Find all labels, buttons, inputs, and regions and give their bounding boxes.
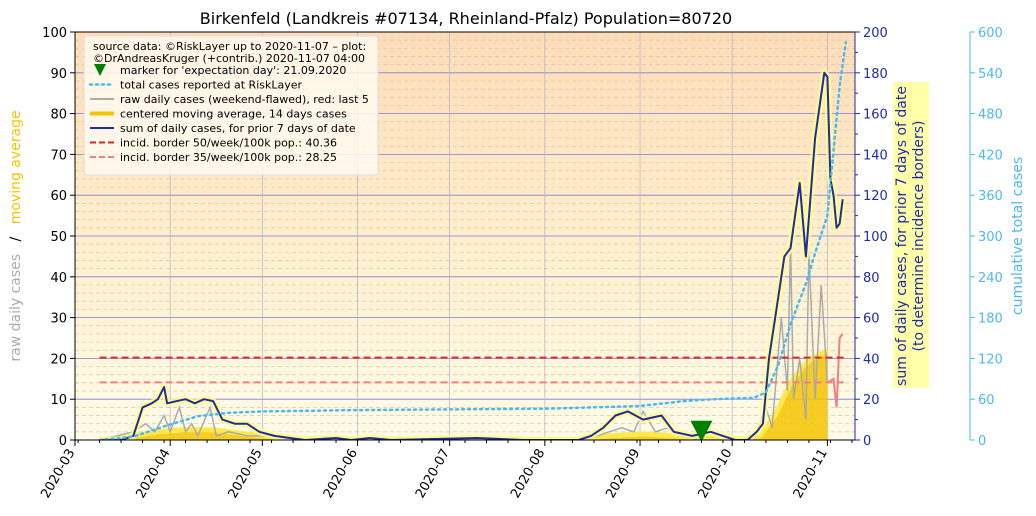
right-axis-tick-label: 40	[863, 352, 880, 367]
left-axis-label-avg: moving average	[8, 110, 24, 224]
right-axis-tick-label: 140	[863, 148, 888, 163]
cumulative-axis-label: cumulative total cases	[1010, 157, 1026, 315]
right-axis-label-line2: (to determine incidence borders)	[911, 121, 927, 352]
legend-box	[83, 35, 379, 176]
right-axis-tick-label: 0	[863, 434, 871, 449]
expectation-day-marker	[690, 420, 713, 440]
right-axis-tick-label: 20	[863, 393, 880, 408]
legend-entry-b50: incid. border 50/week/100k pop.: 40.36	[90, 137, 337, 150]
left-axis-tick-label: 0	[59, 434, 67, 449]
right-axis-label: sum of daily cases, for prior 7 days of …	[894, 86, 927, 386]
legend-marker-icon	[94, 64, 106, 76]
cumulative-axis-tick-label: 300	[978, 230, 1003, 245]
left-axis-tick-label: 50	[50, 230, 67, 245]
left-axis-tick-label: 90	[50, 67, 67, 82]
x-axis-tick-label: 2020-06	[321, 447, 361, 502]
chart-title: Birkenfeld (Landkreis #07134, Rheinland-…	[200, 9, 732, 28]
series-layer	[98, 40, 848, 440]
legend-label: incid. border 50/week/100k pop.: 40.36	[120, 137, 337, 150]
legend-entry-avg: centered moving average, 14 days cases	[90, 108, 347, 121]
cumulative-axis-tick-label: 240	[978, 271, 1003, 286]
cumulative-axis-tick-label: 480	[978, 108, 1003, 123]
right-axis-label-highlight	[893, 82, 929, 388]
left-axis-label-raw: raw daily cases	[8, 254, 24, 362]
x-axis-tick-label: 2020-07	[413, 447, 453, 502]
left-axis-label: raw daily cases / moving average	[8, 110, 24, 361]
right-axis-tick-label: 100	[863, 230, 888, 245]
left-axis-tick-label: 20	[50, 352, 67, 367]
total-cases-line	[98, 40, 848, 440]
cumulative-axis-tick-label: 0	[978, 434, 986, 449]
cumulative-axis-tick-label: 360	[978, 189, 1003, 204]
x-axis-tick-label: 2020-10	[695, 447, 735, 502]
left-axis-tick-label: 10	[50, 393, 67, 408]
right-axis-tick-label: 60	[863, 312, 880, 327]
legend-entries: marker for 'expectation day': 21.09.2020…	[88, 64, 369, 164]
legend-source-line2: ©DrAndreasKruger (+contrib.) 2020-11-07 …	[93, 52, 365, 65]
legend-label: incid. border 35/week/100k pop.: 28.25	[120, 151, 337, 164]
legend-entry-total: total cases reported at RiskLayer	[88, 79, 303, 92]
right-axis-label-line1: sum of daily cases, for prior 7 days of …	[894, 86, 910, 386]
legend-entry-marker: marker for 'expectation day': 21.09.2020	[94, 64, 346, 77]
raw-daily-last5-line	[826, 333, 844, 408]
moving-average-line	[99, 348, 829, 440]
cumulative-axis-tick-label: 60	[978, 393, 995, 408]
cumulative-axis-tick-label: 600	[978, 26, 1003, 41]
x-axis-tick-label: 2020-11	[791, 447, 831, 502]
legend-label: centered moving average, 14 days cases	[120, 108, 347, 121]
left-axis-tick-label: 80	[50, 108, 67, 123]
x-axis-tick-label: 2020-08	[508, 447, 548, 502]
svg-text:raw daily cases /: raw daily cases / moving average	[8, 110, 24, 361]
x-axis-tick-label: 2020-03	[38, 447, 78, 502]
left-axis-tick-label: 40	[50, 271, 67, 286]
right-axis-tick-label: 120	[863, 189, 888, 204]
cumulative-axis-tick-label: 180	[978, 312, 1003, 327]
legend-entry-b35: incid. border 35/week/100k pop.: 28.25	[90, 151, 337, 164]
right-axis-tick-label: 180	[863, 67, 888, 82]
legend-label: marker for 'expectation day': 21.09.2020	[120, 64, 346, 77]
legend-label: raw daily cases (weekend-flawed), red: l…	[120, 93, 369, 106]
legend-label: sum of daily cases, for prior 7 days of …	[120, 122, 356, 135]
legend: source data: ©RiskLayer up to 2020-11-07…	[83, 35, 379, 176]
cumulative-axis-tick-label: 540	[978, 67, 1003, 82]
x-axis-tick-label: 2020-05	[226, 447, 266, 502]
legend-source-line1: source data: ©RiskLayer up to 2020-11-07…	[93, 40, 366, 53]
legend-entry-raw: raw daily cases (weekend-flawed), red: l…	[90, 93, 369, 106]
cumulative-axis-tick-label: 420	[978, 148, 1003, 163]
left-axis-label-slash: /	[8, 236, 24, 241]
left-axis-tick-label: 70	[50, 148, 67, 163]
sum7-line	[99, 71, 844, 440]
right-axis-tick-label: 200	[863, 26, 888, 41]
left-axis-tick-label: 30	[50, 312, 67, 327]
left-axis-tick-label: 60	[50, 189, 67, 204]
right-axis-tick-label: 80	[863, 271, 880, 286]
legend-label: total cases reported at RiskLayer	[120, 79, 303, 92]
x-axis-tick-label: 2020-04	[134, 447, 174, 502]
cumulative-axis-tick-label: 120	[978, 352, 1003, 367]
x-axis-tick-label: 2020-09	[603, 447, 643, 502]
left-axis-tick-label: 100	[42, 26, 67, 41]
right-axis-tick-label: 160	[863, 108, 888, 123]
legend-entry-sum7: sum of daily cases, for prior 7 days of …	[90, 122, 356, 135]
